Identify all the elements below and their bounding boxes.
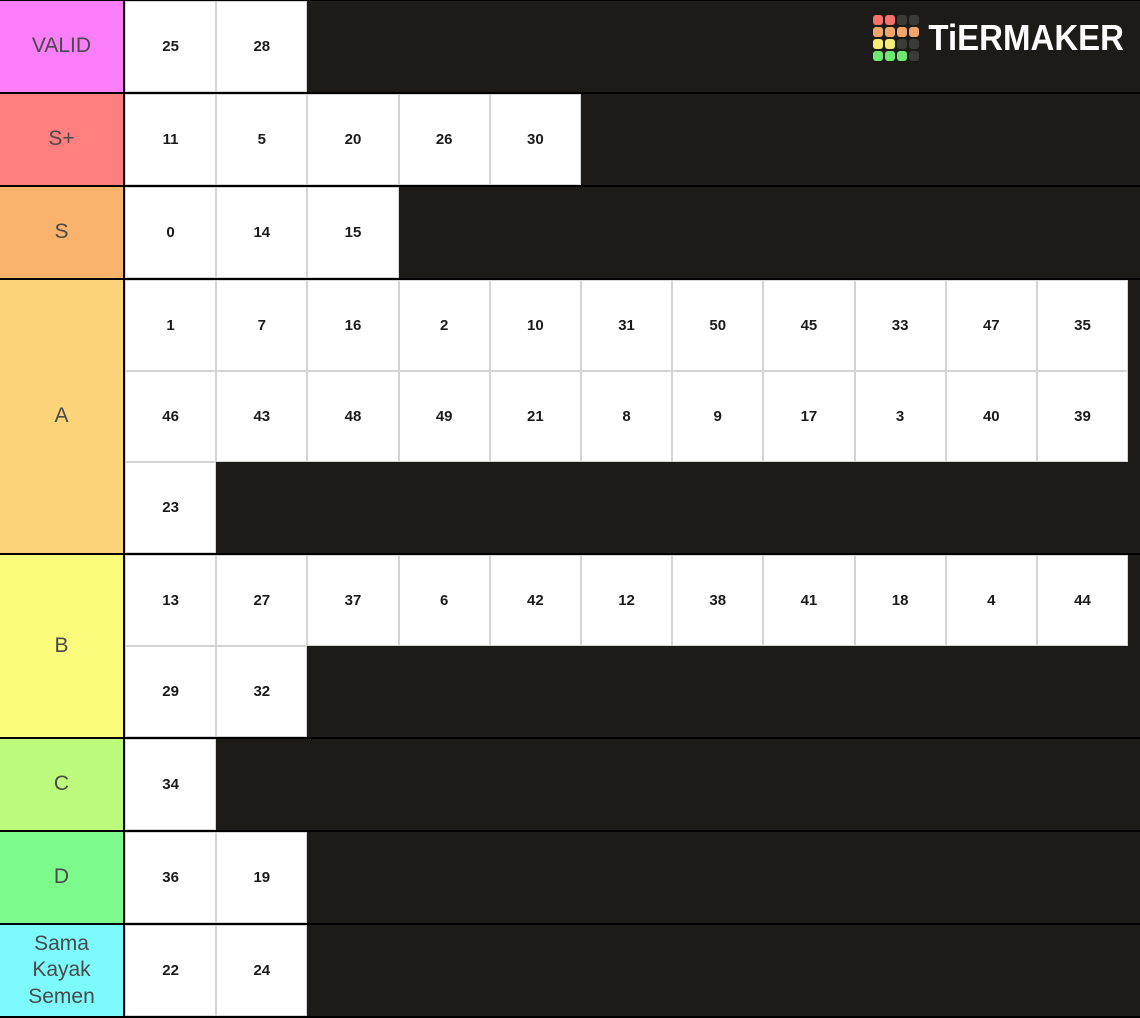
logo-grid-square-green <box>873 51 884 61</box>
tier-item-tile[interactable]: 12 <box>580 555 673 646</box>
tier-items: 22 24 <box>125 925 1140 1016</box>
tier-item-tile[interactable]: 39 <box>1036 371 1129 462</box>
tier-label[interactable]: C <box>0 739 125 830</box>
tier-item-tile[interactable]: 21 <box>489 371 581 462</box>
logo-grid-square-orange <box>897 27 908 37</box>
tier-label[interactable]: A <box>0 280 125 553</box>
tier-items: 1 7 16 2 10 31 50 45 33 47 35 46 43 48 49 21 8 9 17 3 40 39 23 <box>125 280 1140 553</box>
tier-item-tile[interactable]: 36 <box>125 832 217 923</box>
tier-label[interactable]: Sama Kayak Semen <box>0 925 125 1016</box>
tier-item-tile[interactable]: 47 <box>945 280 1037 371</box>
logo-grid-square-yellow <box>885 39 896 49</box>
logo-grid-square-orange <box>885 27 896 37</box>
tier-item-tile[interactable]: 35 <box>1036 280 1129 371</box>
tier-item-tile[interactable]: 26 <box>398 94 490 185</box>
tier-row: Sama Kayak Semen 22 24 <box>0 925 1140 1018</box>
tiermaker-grid-icon <box>873 15 920 61</box>
tier-item-tile[interactable]: 6 <box>398 555 490 646</box>
tier-item-tile[interactable]: 10 <box>489 280 581 371</box>
tier-label[interactable]: D <box>0 832 125 923</box>
tier-items: 25 28 <box>125 1 1140 92</box>
tier-row: VALID 25 28 <box>0 1 1140 94</box>
tier-item-tile[interactable]: 5 <box>216 94 308 185</box>
tier-item-tile[interactable]: 44 <box>1036 555 1129 646</box>
tier-row: S 0 14 15 <box>0 187 1140 280</box>
tier-item-tile[interactable]: 48 <box>307 371 399 462</box>
logo-grid-square-orange <box>873 27 884 37</box>
tier-row: B 13 27 37 6 42 12 38 41 18 4 44 29 32 <box>0 555 1140 739</box>
tier-item-tile[interactable]: 30 <box>489 94 581 185</box>
tier-items: 13 27 37 6 42 12 38 41 18 4 44 29 32 <box>125 555 1140 737</box>
tier-item-tile[interactable]: 31 <box>580 280 673 371</box>
logo-grid-square-red <box>885 15 896 25</box>
tier-item-tile[interactable]: 11 <box>125 94 217 185</box>
tier-item-tile[interactable]: 19 <box>216 832 308 923</box>
tier-item-tile[interactable]: 2 <box>398 280 490 371</box>
tier-item-tile[interactable]: 20 <box>307 94 399 185</box>
tier-row: A 1 7 16 2 10 31 50 45 33 47 35 46 43 48 49 21 8 9 17 3 40 39 2… <box>0 280 1140 555</box>
tier-item-tile[interactable]: 37 <box>307 555 399 646</box>
tier-item-tile[interactable]: 43 <box>216 371 308 462</box>
tier-row: C 34 <box>0 739 1140 832</box>
tier-item-tile[interactable]: 34 <box>125 739 217 830</box>
tier-label[interactable]: S+ <box>0 94 125 185</box>
tier-item-tile[interactable]: 32 <box>216 646 308 737</box>
logo-grid-square-dark <box>897 15 908 25</box>
tier-item-tile[interactable]: 29 <box>125 646 217 737</box>
tier-item-tile[interactable]: 25 <box>125 1 217 92</box>
tier-item-tile[interactable]: 38 <box>672 555 764 646</box>
tier-items: 0 14 15 <box>125 187 1140 278</box>
tier-label[interactable]: B <box>0 555 125 737</box>
tier-item-tile[interactable]: 16 <box>307 280 399 371</box>
logo-grid-square-dark <box>909 51 920 61</box>
tier-item-tile[interactable]: 1 <box>125 280 217 371</box>
tier-item-tile[interactable]: 3 <box>854 371 946 462</box>
logo-grid-square-orange <box>909 27 920 37</box>
tier-item-tile[interactable]: 13 <box>125 555 217 646</box>
tier-row: D 36 19 <box>0 832 1140 925</box>
logo-grid-square-green <box>885 51 896 61</box>
logo-grid-square-dark <box>897 39 908 49</box>
tier-label[interactable]: S <box>0 187 125 278</box>
logo-grid-square-green <box>897 51 908 61</box>
tiermaker-logo[interactable]: TiERMAKER <box>873 15 1124 61</box>
logo-grid-square-red <box>873 15 884 25</box>
tier-item-tile[interactable]: 15 <box>307 187 399 278</box>
tier-item-tile[interactable]: 50 <box>672 280 764 371</box>
tier-item-tile[interactable]: 4 <box>945 555 1037 646</box>
tier-item-tile[interactable]: 24 <box>216 925 308 1016</box>
tier-item-tile[interactable]: 0 <box>125 187 217 278</box>
tier-items: 36 19 <box>125 832 1140 923</box>
tier-item-tile[interactable]: 28 <box>216 1 308 92</box>
logo-grid-square-dark <box>909 15 920 25</box>
tier-item-tile[interactable]: 27 <box>216 555 308 646</box>
tier-item-tile[interactable]: 22 <box>125 925 217 1016</box>
tier-items: 11 5 20 26 30 <box>125 94 1140 185</box>
tier-item-tile[interactable]: 45 <box>763 280 855 371</box>
tier-item-tile[interactable]: 8 <box>580 371 673 462</box>
tiermaker-logo-text: TiERMAKER <box>928 17 1124 58</box>
tier-item-tile[interactable]: 40 <box>945 371 1037 462</box>
tier-row: S+ 11 5 20 26 30 <box>0 94 1140 187</box>
tier-item-tile[interactable]: 33 <box>854 280 946 371</box>
tier-item-tile[interactable]: 9 <box>672 371 764 462</box>
tier-item-tile[interactable]: 7 <box>216 280 308 371</box>
logo-grid-square-yellow <box>873 39 884 49</box>
tier-item-tile[interactable]: 41 <box>763 555 855 646</box>
tier-item-tile[interactable]: 18 <box>854 555 946 646</box>
tier-item-tile[interactable]: 42 <box>489 555 581 646</box>
tier-item-tile[interactable]: 17 <box>763 371 855 462</box>
tier-label[interactable]: VALID <box>0 1 125 92</box>
tier-item-tile[interactable]: 49 <box>398 371 490 462</box>
tier-item-tile[interactable]: 23 <box>125 462 217 553</box>
tier-item-tile[interactable]: 14 <box>216 187 308 278</box>
tier-items: 34 <box>125 739 1140 830</box>
logo-grid-square-dark <box>909 39 920 49</box>
tier-item-tile[interactable]: 46 <box>125 371 217 462</box>
